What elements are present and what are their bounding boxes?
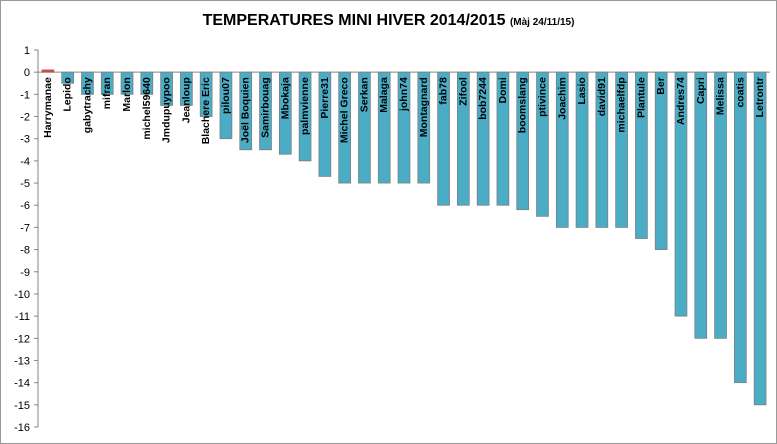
category-label: mifran: [101, 77, 113, 109]
bar-31: [654, 71, 668, 250]
bar-36: [753, 71, 767, 406]
y-tick-label: -11: [15, 311, 30, 323]
chart-title-block: TEMPERATURES MINI HIVER 2014/2015 (Màj 2…: [0, 12, 777, 30]
category-label: pilou07: [220, 77, 232, 114]
bar-11: [259, 71, 272, 151]
bar-22: [476, 71, 490, 206]
category-label: Marlon: [121, 77, 133, 111]
bar-33: [694, 71, 708, 339]
y-tick-label: -9: [20, 267, 30, 279]
category-label: palmvienne: [299, 77, 311, 135]
y-tick-label: -1: [20, 89, 30, 101]
category-label: Joachim: [556, 77, 568, 120]
category-label: Andres74: [675, 77, 687, 125]
bar-19: [417, 71, 431, 184]
y-tick-label: -16: [14, 422, 30, 434]
category-label: Lasio: [576, 77, 588, 104]
bar-1: [61, 71, 75, 84]
bar-16: [358, 71, 371, 184]
y-tick-label: -7: [20, 222, 30, 234]
bar-35: [733, 71, 747, 384]
category-label: Samirbouag: [260, 77, 272, 138]
bar-4: [120, 71, 134, 95]
category-label: Blachere Eric: [200, 77, 212, 144]
category-label: Ber: [655, 77, 667, 95]
bar-14: [318, 71, 332, 177]
bar-2: [81, 71, 94, 95]
bar-13: [298, 71, 312, 162]
bar-25: [536, 71, 549, 217]
category-label: fab78: [438, 77, 450, 105]
bar-3: [100, 71, 114, 95]
category-label: david91: [596, 77, 608, 116]
category-label: Montagnard: [418, 77, 430, 137]
bar-24: [516, 71, 530, 211]
y-tick-label: -4: [20, 156, 30, 168]
category-label: gabytrachy: [81, 77, 93, 133]
category-label: coatis: [734, 77, 746, 108]
y-tick-label: 0: [24, 67, 30, 79]
category-label: Capri: [695, 77, 707, 104]
y-tick-label: -2: [20, 112, 30, 124]
category-label: michel59640: [141, 77, 153, 140]
y-tick-label: -12: [14, 333, 30, 345]
bar-23: [496, 71, 510, 206]
y-tick-label: -6: [20, 200, 30, 212]
category-label: Michel Greco: [339, 77, 351, 143]
bar-7: [180, 71, 193, 106]
y-tick-label: -5: [20, 178, 30, 190]
category-label: Mbokaja: [279, 77, 291, 119]
bar-8: [199, 71, 213, 117]
bar-12: [278, 71, 292, 155]
category-label: Plantule: [635, 77, 647, 118]
y-tick-label: -15: [14, 400, 30, 412]
category-label: Serkan: [358, 77, 370, 112]
y-tick-label: -10: [14, 289, 30, 301]
category-label: michaelfdp: [616, 77, 628, 132]
category-label: Jmdupuypoo: [161, 77, 173, 143]
bar-30: [635, 71, 648, 239]
category-label: bob7244: [477, 77, 489, 120]
bar-32: [674, 71, 688, 317]
bar-15: [338, 71, 351, 184]
bar-27: [575, 71, 589, 228]
bar-28: [595, 71, 609, 228]
category-label: john74: [398, 77, 410, 112]
bar-17: [377, 71, 391, 184]
bar-20: [437, 71, 450, 206]
y-tick-label: -14: [14, 378, 30, 390]
category-label: Lepido: [62, 77, 74, 111]
category-label: Harrymanae: [42, 77, 54, 138]
bar-21: [457, 71, 470, 206]
y-tick-label: 1: [24, 45, 30, 57]
bar-labels: Harrymanae Lepido gabytrachy mifran Marlon mi…: [42, 77, 766, 144]
category-label: Letrontr: [754, 77, 766, 117]
chart-title: TEMPERATURES MINI HIVER 2014/2015: [202, 12, 506, 29]
category-label: Domi: [497, 77, 509, 103]
bar-0: [41, 69, 55, 73]
category-label: Pierre31: [319, 77, 331, 119]
chart-subtitle: (Màj 24/11/15): [509, 17, 575, 28]
bar-6: [160, 71, 173, 106]
category-label: ptivince: [536, 77, 548, 117]
bar-29: [615, 71, 628, 228]
category-label: Joël Boquien: [240, 77, 252, 143]
bar-5: [140, 71, 154, 95]
category-label: Zifool: [457, 77, 469, 106]
category-label: Melissa: [715, 77, 727, 115]
bar-9: [219, 71, 233, 140]
category-label: Malaga: [378, 77, 390, 113]
bars: [41, 69, 767, 406]
category-label: Jeanloup: [180, 77, 192, 123]
bar-26: [555, 71, 569, 228]
y-tick-label: -8: [20, 245, 30, 257]
category-label: boomslang: [517, 77, 529, 133]
y-tick-label: -3: [20, 134, 30, 146]
y-tick-label: -13: [14, 355, 30, 367]
bar-10: [239, 71, 253, 151]
bar-18: [397, 71, 411, 184]
bar-34: [714, 71, 727, 339]
